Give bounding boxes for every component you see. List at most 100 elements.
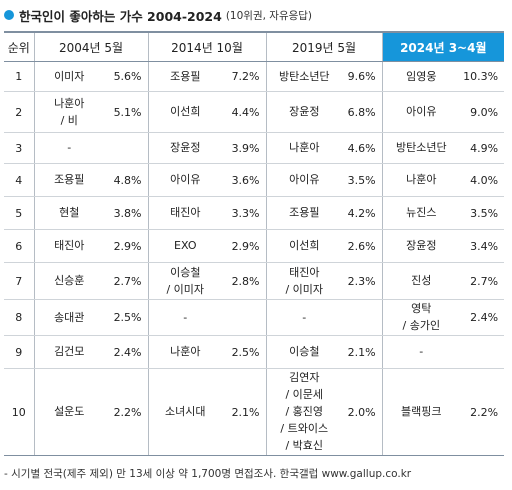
percent-cell: 9.6% [342,61,383,92]
percent-cell: 4.9% [460,132,505,164]
table-body: 1 이미자 5.6% 조용필 7.2% 방탄소년단 9.6% 임영웅 10.3% 2 나훈아 / 비 5… [4,61,505,456]
title-main: 한국인이 좋아하는 가수 2004-2024 [19,8,222,24]
percent-cell: 2.2% [104,368,149,456]
singer-name: 이승철 [289,345,320,358]
singer-name-cell: - [381,335,461,369]
rank-cell: 3 [4,132,34,164]
percent-cell: 4.4% [222,91,267,133]
percent-cell: 10.3% [460,61,505,92]
chart-title: 한국인이 좋아하는 가수 2004-2024 (10위권, 자유응답) [4,2,312,28]
percent-cell: 2.5% [222,335,267,369]
singer-name-cell: 영탁 / 송가인 [381,299,461,336]
singer-name: - [183,310,188,324]
percent-cell: 4.8% [104,163,149,197]
table-row: 8 송대관 2.5% - - 영탁 / 송가인 2.4% [4,299,505,336]
singer-name: 태진아 [289,265,320,279]
header-row: 순위 2004년 5월 2014년 10월 2019년 5월 2024년 3~4… [4,31,505,62]
table-row: 7 신승훈 2.7% 이승철 / 이미자 2.8% 태진아 / 이미자 2.3% 진성 2.7% [4,262,505,300]
percent-cell: 3.8% [104,196,149,230]
rank-cell: 9 [4,335,34,369]
singer-name-cell: 이승철 / 이미자 [147,262,223,300]
singer-name: EXO [174,239,197,252]
singer-name: / 송가인 [402,319,441,332]
percent-cell: 7.2% [222,61,267,92]
bullet-dot-icon [4,10,14,20]
period-header-2019: 2019년 5월 [265,31,383,62]
table-row: 2 나훈아 / 비 5.1% 이선희 4.4% 장윤정 6.8% 아이유 9.0% [4,91,505,133]
singer-name-cell: 나훈아 [381,163,461,197]
singer-name-cell: 설운도 [33,368,104,456]
singer-name-cell: 소녀시대 [147,368,223,456]
percent-cell: 2.4% [460,299,505,336]
singer-name-cell: 이승철 [265,335,343,369]
period-header-2014: 2014년 10월 [147,31,267,62]
percent-cell [342,299,383,336]
percent-cell: 3.5% [342,163,383,197]
rank-cell: 7 [4,262,34,300]
singer-name: / 이문세 [285,388,324,401]
percent-cell: 5.1% [104,91,149,133]
singer-name: 조용필 [289,206,320,219]
singer-name: 블랙핑크 [401,405,442,418]
singer-name: 나훈아 [170,345,201,358]
rank-cell: 5 [4,196,34,230]
singer-name-cell: 장윤정 [381,229,461,263]
singer-name-cell: 조용필 [265,196,343,230]
singer-name: 뉴진스 [406,206,437,219]
percent-cell: 6.8% [342,91,383,133]
singer-name-cell: 나훈아 [147,335,223,369]
singer-name-cell: - [265,299,343,336]
singer-name: 이선희 [170,105,201,118]
percent-cell: 2.2% [460,368,505,456]
singer-name: 현철 [59,206,80,219]
percent-cell: 3.4% [460,229,505,263]
singer-name-cell: 조용필 [33,163,104,197]
percent-cell [222,299,267,336]
singer-name-cell: 태진아 [147,196,223,230]
percent-cell: 2.7% [460,262,505,300]
percent-cell: 4.0% [460,163,505,197]
singer-name: 아이유 [289,173,320,186]
singer-name-cell: 조용필 [147,61,223,92]
singer-name-cell: 뉴진스 [381,196,461,230]
rank-cell: 1 [4,61,34,92]
percent-cell: 2.1% [342,335,383,369]
percent-cell: 2.3% [342,262,383,300]
rank-header: 순위 [4,31,34,62]
singer-name: 임영웅 [406,69,437,83]
table-row: 6 태진아 2.9% EXO 2.9% 이선희 2.6% 장윤정 3.4% [4,229,505,263]
singer-name: 방탄소년단 [395,141,447,154]
singer-name-cell: 현철 [33,196,104,230]
singer-name-cell: 임영웅 [381,61,461,92]
percent-cell: 2.0% [342,368,383,456]
percent-cell: 4.6% [342,132,383,164]
singer-name: 나훈아 [406,173,437,186]
percent-cell: 2.9% [222,229,267,263]
percent-cell: 2.5% [104,299,149,336]
singer-name: 김건모 [54,345,85,358]
percent-cell: 2.4% [104,335,149,369]
singer-name: 조용필 [54,173,85,186]
singer-name-cell: - [147,299,223,336]
singer-name: 신승훈 [54,274,85,287]
singer-name: 조용필 [170,69,201,83]
singer-name-cell: 김건모 [33,335,104,369]
singer-name: / 이미자 [166,282,205,296]
percent-cell: 4.2% [342,196,383,230]
singer-name: 이승철 [170,265,201,279]
singer-name: 영탁 [411,302,432,315]
table-row: 9 김건모 2.4% 나훈아 2.5% 이승철 2.1% - [4,335,505,369]
singer-name: - [419,345,424,358]
singer-name-cell: 진성 [381,262,461,300]
singer-name: 설운도 [54,405,85,418]
table-row: 10 설운도 2.2% 소녀시대 2.1% 김연자 / 이문세 / 홍진영 / 트와이스 / 박효… [4,368,505,456]
singer-name-cell: 방탄소년단 [265,61,343,92]
singer-name: / 이미자 [285,282,324,296]
percent-cell: 3.6% [222,163,267,197]
singer-name: 소녀시대 [165,405,206,418]
percent-cell: 5.6% [104,61,149,92]
singer-name-cell: 아이유 [147,163,223,197]
table-row: 1 이미자 5.6% 조용필 7.2% 방탄소년단 9.6% 임영웅 10.3% [4,61,505,92]
singer-name-cell: 장윤정 [147,132,223,164]
singer-name-cell: EXO [147,229,223,263]
